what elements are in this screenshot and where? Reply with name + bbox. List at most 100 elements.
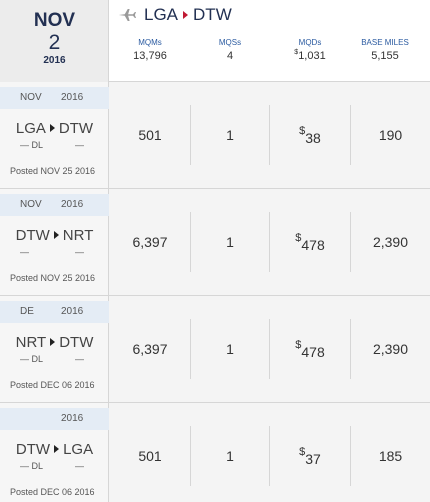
flight-row[interactable]: 2016 DTW LGA — DL — Posted DEC 06 2016 50… [0, 403, 430, 502]
flight-segment: NRT DTW [0, 334, 109, 351]
flight-date-month: DE [20, 306, 34, 317]
flight-date-year: 2016 [61, 199, 84, 210]
flight-destination: LGA [63, 441, 94, 458]
trip-date: NOV 2 2016 [0, 0, 109, 82]
posted-date: Posted NOV 25 2016 [10, 273, 96, 283]
trip-route[interactable]: LGA DTW [118, 4, 232, 26]
flight-mqm: 6,397 [132, 341, 168, 357]
flight-row[interactable]: DE 2016 NRT DTW — DL — Posted DEC 06 2016… [0, 296, 430, 403]
flight-mqd: $38 [270, 82, 350, 188]
flight-destination: DTW [58, 120, 94, 137]
flight-info: NOV 2016 LGA DTW — DL — Posted NOV 25 201… [0, 82, 109, 188]
total-mqs-label: MQSs [218, 38, 242, 47]
column-divider [350, 319, 351, 379]
segment-arrow-icon [49, 123, 55, 132]
plane-icon [118, 9, 136, 21]
flight-mqm: 6,397 [132, 234, 168, 250]
trip-origin: LGA [144, 5, 179, 24]
column-divider [269, 212, 270, 272]
flight-mqs: 1 [226, 127, 234, 143]
column-divider [269, 319, 270, 379]
flight-date-month: NOV [20, 92, 42, 103]
flight-carrier-right: — [75, 354, 84, 364]
flight-mqm: 501 [138, 448, 162, 464]
column-divider [350, 426, 351, 486]
flight-miles: 2,390 [372, 234, 409, 250]
segment-arrow-icon [50, 337, 56, 346]
flight-mqd-amount: 37 [305, 451, 321, 467]
flight-origin: LGA [15, 120, 46, 137]
route-arrow-icon [183, 11, 189, 19]
trip-day: 2 [48, 31, 61, 54]
flight-date: NOV 2016 [0, 194, 109, 216]
total-mqm-label: MQMs [138, 38, 162, 47]
total-mqm: MQMs 13,796 [120, 38, 180, 62]
total-miles: BASE MILES 5,155 [345, 38, 425, 62]
flight-info: 2016 DTW LGA — DL — Posted DEC 06 2016 [0, 403, 109, 502]
flight-origin: NRT [15, 334, 47, 351]
flight-segment: LGA DTW [0, 120, 109, 137]
flight-segment: DTW NRT [0, 227, 109, 244]
flight-row[interactable]: NOV 2016 LGA DTW — DL — Posted NOV 25 201… [0, 82, 430, 189]
flight-carrier-right: — [75, 140, 84, 150]
flight-mqd: $478 [270, 296, 350, 402]
trip-month: NOV [33, 10, 76, 31]
flight-carrier-left: — DL [20, 140, 44, 150]
flight-carrier-right: — [75, 247, 84, 257]
segment-arrow-icon [53, 230, 59, 239]
column-divider [269, 426, 270, 486]
flight-mqs: 1 [226, 448, 234, 464]
flight-carrier-left: — [20, 247, 29, 257]
flight-mqd: $478 [270, 189, 350, 295]
column-divider [190, 212, 191, 272]
total-mqd-amount: 1,031 [298, 50, 326, 62]
flight-date-year: 2016 [61, 306, 84, 317]
total-mqd-symbol: $ [294, 49, 299, 56]
flight-date: 2016 [0, 408, 109, 430]
total-mqm-value: 13,796 [133, 50, 167, 62]
flight-mqs: 1 [226, 234, 234, 250]
flight-origin: DTW [15, 441, 51, 458]
total-miles-label: BASE MILES [361, 38, 409, 47]
flight-carrier-left: — DL [20, 354, 44, 364]
total-miles-value: 5,155 [371, 50, 399, 62]
segment-arrow-icon [54, 444, 60, 453]
flight-info: DE 2016 NRT DTW — DL — Posted DEC 06 2016 [0, 296, 109, 402]
flight-origin: DTW [15, 227, 50, 244]
flight-miles: 185 [378, 448, 403, 464]
flight-mqd: $37 [270, 403, 350, 502]
posted-date: Posted NOV 25 2016 [10, 166, 96, 176]
trip-totals: MQMs 13,796 MQSs 4 MQDs $1,031 BASE MILE… [110, 38, 430, 68]
total-mqd-label: MQDs [298, 38, 322, 47]
trip-year: 2016 [43, 55, 66, 66]
flight-destination: NRT [62, 227, 94, 244]
flight-info: NOV 2016 DTW NRT — — Posted NOV 25 2016 [0, 189, 109, 295]
flight-mqs: 1 [226, 341, 234, 357]
flight-mqm: 501 [138, 127, 162, 143]
flight-segment: DTW LGA [0, 441, 109, 458]
posted-date: Posted DEC 06 2016 [10, 380, 95, 390]
flight-date: NOV 2016 [0, 87, 109, 109]
flight-miles: 2,390 [372, 341, 409, 357]
flight-mqd-symbol: $ [295, 339, 302, 351]
flight-carrier-left: — DL [20, 461, 44, 471]
flight-row[interactable]: NOV 2016 DTW NRT — — Posted NOV 25 2016 6… [0, 189, 430, 296]
column-divider [190, 426, 191, 486]
flight-date: DE 2016 [0, 301, 109, 323]
flight-carrier-right: — [75, 461, 84, 471]
flight-date-month: NOV [20, 199, 42, 210]
column-divider [190, 319, 191, 379]
trip-header: NOV 2 2016 LGA DTW MQMs 13,796 MQSs 4 MQ… [0, 0, 430, 82]
flight-mqd-amount: 38 [305, 130, 321, 146]
flight-mqd-amount: 478 [301, 237, 325, 253]
total-mqd-value: $1,031 [280, 49, 340, 62]
column-divider [350, 105, 351, 165]
flight-date-year: 2016 [61, 92, 84, 103]
flight-mqd-amount: 478 [301, 344, 325, 360]
flight-mqd-symbol: $ [295, 232, 302, 244]
trip-destination: DTW [193, 5, 232, 24]
column-divider [350, 212, 351, 272]
flight-destination: DTW [59, 334, 94, 351]
flight-mqd-symbol: $ [299, 446, 306, 458]
total-mqs: MQSs 4 [200, 38, 260, 62]
